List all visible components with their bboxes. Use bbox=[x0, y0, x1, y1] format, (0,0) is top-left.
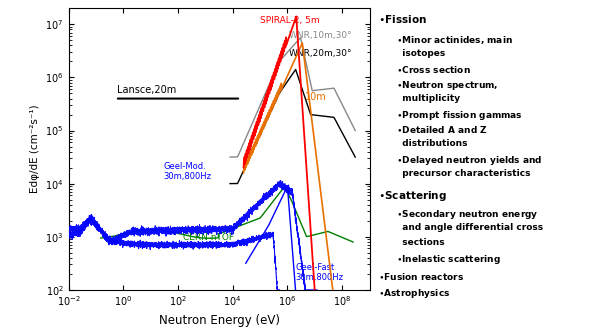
Text: $\bullet$Cross section: $\bullet$Cross section bbox=[396, 64, 471, 75]
Text: $\bullet$Delayed neutron yields and: $\bullet$Delayed neutron yields and bbox=[396, 154, 542, 168]
Text: CERN nTOF: CERN nTOF bbox=[183, 233, 234, 243]
Text: Geel-Mod.
12m,100Hz: Geel-Mod. 12m,100Hz bbox=[0, 334, 1, 335]
Text: WNR,10m,30°: WNR,10m,30° bbox=[288, 31, 352, 40]
Text: $\bullet$Inelastic scattering: $\bullet$Inelastic scattering bbox=[396, 253, 501, 266]
Text: $\bullet$Prompt fission gammas: $\bullet$Prompt fission gammas bbox=[396, 109, 523, 122]
Text: $\bullet$Minor actinides, main: $\bullet$Minor actinides, main bbox=[396, 34, 513, 46]
Y-axis label: Edφ/dE (cm⁻²s⁻¹): Edφ/dE (cm⁻²s⁻¹) bbox=[30, 105, 40, 193]
Text: $\bullet$Neutron spectrum,: $\bullet$Neutron spectrum, bbox=[396, 79, 498, 92]
Text: Geel-Fast
30m,800Hz: Geel-Fast 30m,800Hz bbox=[296, 263, 344, 282]
Text: $\bullet$Astrophysics: $\bullet$Astrophysics bbox=[378, 287, 451, 300]
Text: sections: sections bbox=[396, 238, 445, 247]
Text: $\bullet$Fission: $\bullet$Fission bbox=[378, 13, 427, 25]
Text: precursor characteristics: precursor characteristics bbox=[396, 170, 530, 179]
Text: Lansce,20m: Lansce,20m bbox=[117, 84, 176, 94]
Text: multiplicity: multiplicity bbox=[396, 94, 460, 103]
Text: and angle differential cross: and angle differential cross bbox=[396, 223, 543, 232]
Text: WNR,20m,30°: WNR,20m,30° bbox=[288, 49, 352, 58]
Text: isotopes: isotopes bbox=[396, 49, 445, 58]
Text: $\bullet$Secondary neutron energy: $\bullet$Secondary neutron energy bbox=[396, 208, 539, 220]
Text: $\bullet$Fusion reactors: $\bullet$Fusion reactors bbox=[378, 271, 465, 282]
X-axis label: Neutron Energy (eV): Neutron Energy (eV) bbox=[159, 314, 280, 327]
Text: $\bullet$Scattering: $\bullet$Scattering bbox=[378, 189, 447, 203]
Text: Geel-Mod.
30m,800Hz: Geel-Mod. 30m,800Hz bbox=[164, 162, 212, 182]
Text: distributions: distributions bbox=[396, 139, 467, 148]
Text: $\bullet$Detailed A and Z: $\bullet$Detailed A and Z bbox=[396, 124, 488, 135]
Text: SPIRAL-2, 5m: SPIRAL-2, 5m bbox=[260, 16, 319, 25]
Text: 10m: 10m bbox=[305, 92, 327, 102]
